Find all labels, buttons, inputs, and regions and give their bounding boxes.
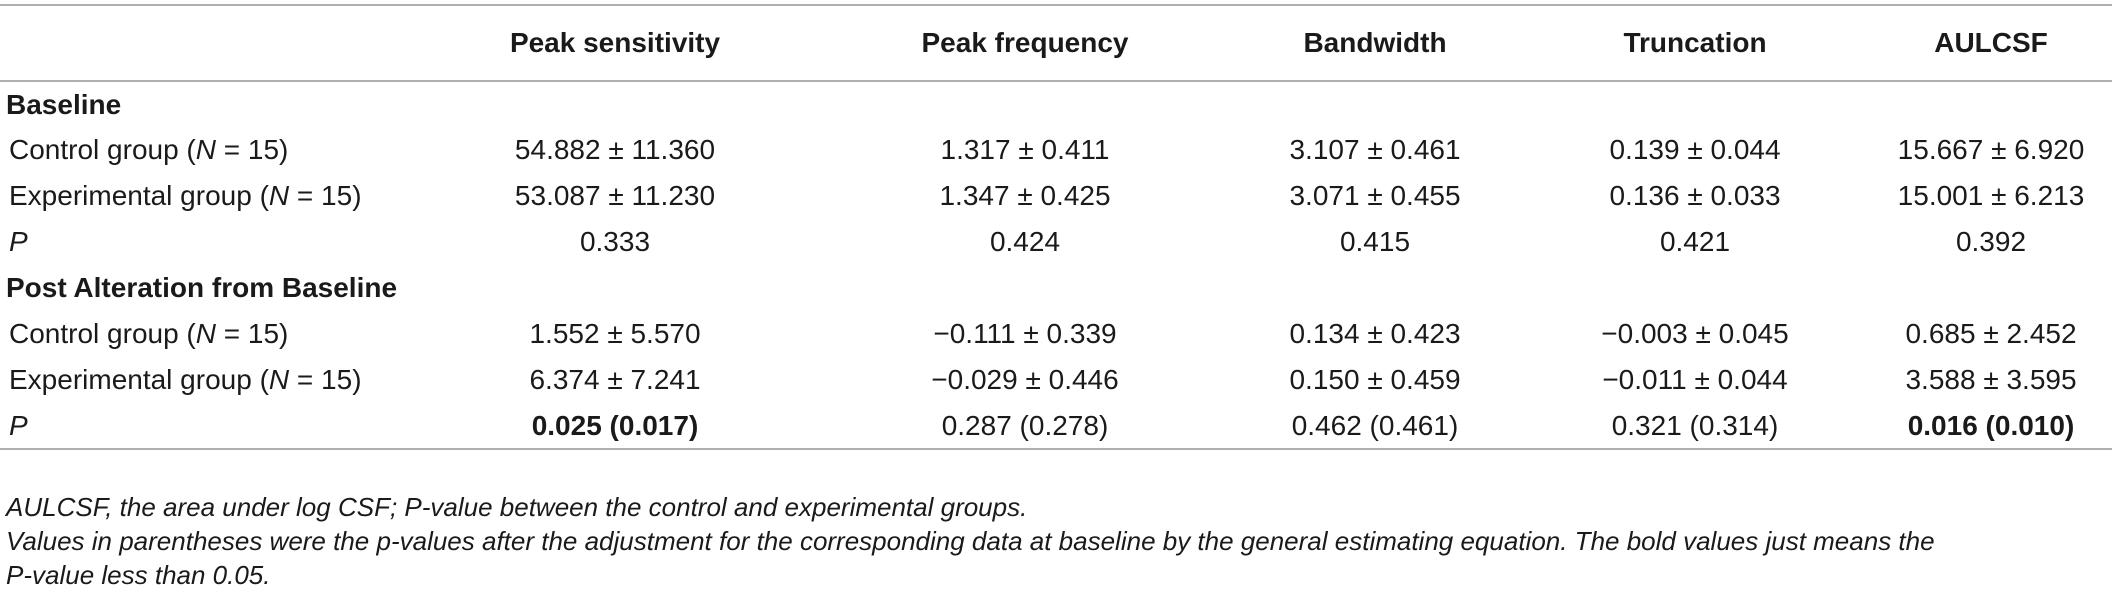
header-peak-sensitivity: Peak sensitivity bbox=[509, 27, 721, 58]
row-label-text: Control group ( bbox=[9, 134, 196, 165]
row-label: P bbox=[0, 219, 410, 265]
table-row: Control group (N = 15) 1.552 ± 5.570 −0.… bbox=[0, 311, 2112, 357]
row-label-text-end: = 15) bbox=[289, 180, 362, 211]
table-row: P 0.333 0.424 0.415 0.421 0.392 bbox=[0, 219, 2112, 265]
table-cell: 15.667 ± 6.920 bbox=[1897, 134, 2085, 165]
row-label-n: N bbox=[268, 364, 290, 395]
table-cell: 1.317 ± 0.411 bbox=[940, 134, 1110, 165]
table-cell: 0.134 ± 0.423 bbox=[1289, 318, 1461, 349]
header-aulcsf: AULCSF bbox=[1934, 27, 2048, 58]
table-cell: 0.150 ± 0.459 bbox=[1289, 364, 1461, 395]
header-truncation: Truncation bbox=[1623, 27, 1767, 58]
row-label-text-end: = 15) bbox=[216, 134, 289, 165]
row-label-text-end: = 15) bbox=[216, 318, 289, 349]
table-cell: 53.087 ± 11.230 bbox=[514, 180, 716, 211]
table-cell: 0.462 (0.461) bbox=[1291, 409, 1459, 441]
table-cell: 15.001 ± 6.213 bbox=[1897, 180, 2085, 211]
table-cell: 0.321 (0.314) bbox=[1611, 409, 1779, 441]
table-cell: 0.392 bbox=[1955, 226, 2027, 257]
table-cell: 0.139 ± 0.044 bbox=[1609, 134, 1781, 165]
section-title: Post Alteration from Baseline bbox=[6, 272, 398, 303]
row-label-text: Experimental group ( bbox=[9, 180, 269, 211]
table-cell: −0.003 ± 0.045 bbox=[1601, 318, 1789, 349]
row-label-text: Control group ( bbox=[9, 318, 196, 349]
table-cell: 6.374 ± 7.241 bbox=[529, 364, 701, 395]
footnote-line: Values in parentheses were the p-values … bbox=[6, 526, 1935, 556]
table-cell: 0.333 bbox=[579, 226, 651, 257]
table-row: P 0.025 (0.017) 0.287 (0.278) 0.462 (0.4… bbox=[0, 403, 2112, 449]
header-peak-frequency: Peak frequency bbox=[921, 27, 1129, 58]
row-label-text-end: = 15) bbox=[289, 364, 362, 395]
header-bandwidth: Bandwidth bbox=[1303, 27, 1447, 58]
footnote-line: P-value less than 0.05. bbox=[6, 560, 271, 590]
table-cell: 1.552 ± 5.570 bbox=[529, 318, 701, 349]
table-cell: 3.071 ± 0.455 bbox=[1289, 180, 1461, 211]
footnote-line: AULCSF, the area under log CSF; P-value … bbox=[6, 492, 1028, 522]
table-row: Experimental group (N = 15) 6.374 ± 7.24… bbox=[0, 357, 2112, 403]
table-cell: 1.347 ± 0.425 bbox=[939, 180, 1111, 211]
row-label: Experimental group (N = 15) bbox=[0, 173, 410, 219]
row-label-n: N bbox=[268, 180, 290, 211]
row-label: Control group (N = 15) bbox=[0, 127, 410, 173]
row-label-n: N bbox=[195, 318, 216, 349]
table-cell: 0.421 bbox=[1659, 226, 1731, 257]
table-row: Control group (N = 15) 54.882 ± 11.360 1… bbox=[0, 127, 2112, 173]
table-row: Experimental group (N = 15) 53.087 ± 11.… bbox=[0, 173, 2112, 219]
table-cell-significant: 0.016 (0.010) bbox=[1907, 409, 2075, 441]
table-cell: 3.107 ± 0.461 bbox=[1289, 134, 1461, 165]
table-footnotes: AULCSF, the area under log CSF; P-value … bbox=[6, 490, 2112, 592]
row-label: Experimental group (N = 15) bbox=[0, 357, 410, 403]
section-title: Baseline bbox=[6, 88, 122, 120]
table-cell: 54.882 ± 11.360 bbox=[514, 134, 716, 165]
row-label-text: Experimental group ( bbox=[9, 364, 269, 395]
table-cell: 3.588 ± 3.595 bbox=[1905, 364, 2077, 395]
table-cell: 0.287 (0.278) bbox=[941, 409, 1109, 441]
row-label-p: P bbox=[9, 409, 28, 441]
table-cell: 0.136 ± 0.033 bbox=[1609, 180, 1781, 211]
row-label-n: N bbox=[195, 134, 216, 165]
header-cell-empty bbox=[0, 5, 410, 81]
table-cell-significant: 0.025 (0.017) bbox=[531, 409, 699, 441]
table-cell: −0.029 ± 0.446 bbox=[931, 364, 1119, 395]
table-cell: −0.011 ± 0.044 bbox=[1602, 364, 1788, 395]
row-label-p: P bbox=[9, 226, 28, 257]
data-table: Peak sensitivity Peak frequency Bandwidt… bbox=[0, 4, 2112, 450]
table-cell: 0.685 ± 2.452 bbox=[1905, 318, 2077, 349]
row-label: Control group (N = 15) bbox=[0, 311, 410, 357]
table-cell: −0.111 ± 0.339 bbox=[933, 318, 1117, 349]
header-row: Peak sensitivity Peak frequency Bandwidt… bbox=[0, 5, 2112, 81]
section-row-baseline: Baseline bbox=[0, 81, 2112, 127]
section-row-post-alteration: Post Alteration from Baseline bbox=[0, 265, 2112, 311]
table-cell: 0.415 bbox=[1339, 226, 1411, 257]
table-cell: 0.424 bbox=[989, 226, 1061, 257]
row-label: P bbox=[0, 403, 410, 449]
